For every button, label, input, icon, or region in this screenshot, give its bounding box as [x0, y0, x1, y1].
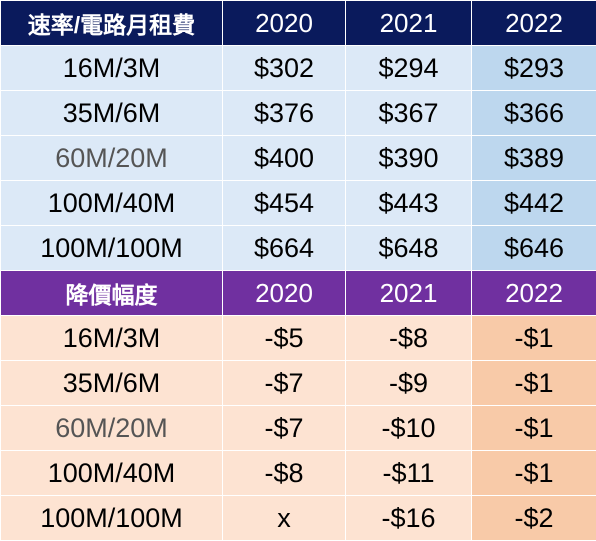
table-row: 100M/100M x -$16 -$2 [1, 496, 596, 541]
reduction-header-year: 2022 [472, 271, 596, 316]
reduction-cell: -$16 [346, 496, 472, 541]
reduction-cell-highlight: -$2 [472, 496, 596, 541]
reduction-header-row: 降價幅度 2020 2021 2022 [1, 271, 596, 316]
reduction-cell: -$5 [223, 316, 346, 361]
price-cell-highlight: $366 [472, 91, 596, 136]
price-cell: $390 [346, 136, 472, 181]
price-header-year: 2021 [346, 1, 472, 46]
price-cell-highlight: $442 [472, 181, 596, 226]
price-cell: $454 [223, 181, 346, 226]
reduction-header-year: 2021 [346, 271, 472, 316]
reduction-cell: -$7 [223, 361, 346, 406]
speed-cell: 100M/100M [1, 226, 223, 271]
price-cell-highlight: $646 [472, 226, 596, 271]
speed-cell: 35M/6M [1, 361, 223, 406]
table-row: 16M/3M $302 $294 $293 [1, 46, 596, 91]
price-cell: $400 [223, 136, 346, 181]
price-header-year: 2020 [223, 1, 346, 46]
speed-cell: 35M/6M [1, 91, 223, 136]
reduction-cell-highlight: -$1 [472, 361, 596, 406]
table-row: 100M/40M $454 $443 $442 [1, 181, 596, 226]
reduction-cell-highlight: -$1 [472, 316, 596, 361]
speed-cell: 100M/40M [1, 181, 223, 226]
reduction-cell: -$10 [346, 406, 472, 451]
reduction-cell: x [223, 496, 346, 541]
price-header-row: 速率/電路月租費 2020 2021 2022 [1, 1, 596, 46]
reduction-cell-highlight: -$1 [472, 451, 596, 496]
price-cell: $367 [346, 91, 472, 136]
price-cell: $376 [223, 91, 346, 136]
price-cell-highlight: $293 [472, 46, 596, 91]
reduction-header-label: 降價幅度 [1, 271, 223, 316]
speed-cell: 100M/100M [1, 496, 223, 541]
speed-cell: 60M/20M [1, 406, 223, 451]
speed-cell: 16M/3M [1, 46, 223, 91]
reduction-cell-highlight: -$1 [472, 406, 596, 451]
reduction-cell: -$8 [223, 451, 346, 496]
reduction-cell: -$9 [346, 361, 472, 406]
price-cell-highlight: $389 [472, 136, 596, 181]
table-row: 60M/20M $400 $390 $389 [1, 136, 596, 181]
price-cell: $302 [223, 46, 346, 91]
speed-cell: 60M/20M [1, 136, 223, 181]
price-cell: $664 [223, 226, 346, 271]
table-row: 60M/20M -$7 -$10 -$1 [1, 406, 596, 451]
table-row: 35M/6M -$7 -$9 -$1 [1, 361, 596, 406]
reduction-cell: -$11 [346, 451, 472, 496]
price-header-label: 速率/電路月租費 [1, 1, 223, 46]
table-row: 100M/40M -$8 -$11 -$1 [1, 451, 596, 496]
price-cell: $648 [346, 226, 472, 271]
reduction-cell: -$8 [346, 316, 472, 361]
reduction-header-year: 2020 [223, 271, 346, 316]
price-cell: $443 [346, 181, 472, 226]
price-header-year: 2022 [472, 1, 596, 46]
table-row: 35M/6M $376 $367 $366 [1, 91, 596, 136]
speed-cell: 100M/40M [1, 451, 223, 496]
speed-cell: 16M/3M [1, 316, 223, 361]
table-row: 100M/100M $664 $648 $646 [1, 226, 596, 271]
price-cell: $294 [346, 46, 472, 91]
reduction-cell: -$7 [223, 406, 346, 451]
table-row: 16M/3M -$5 -$8 -$1 [1, 316, 596, 361]
